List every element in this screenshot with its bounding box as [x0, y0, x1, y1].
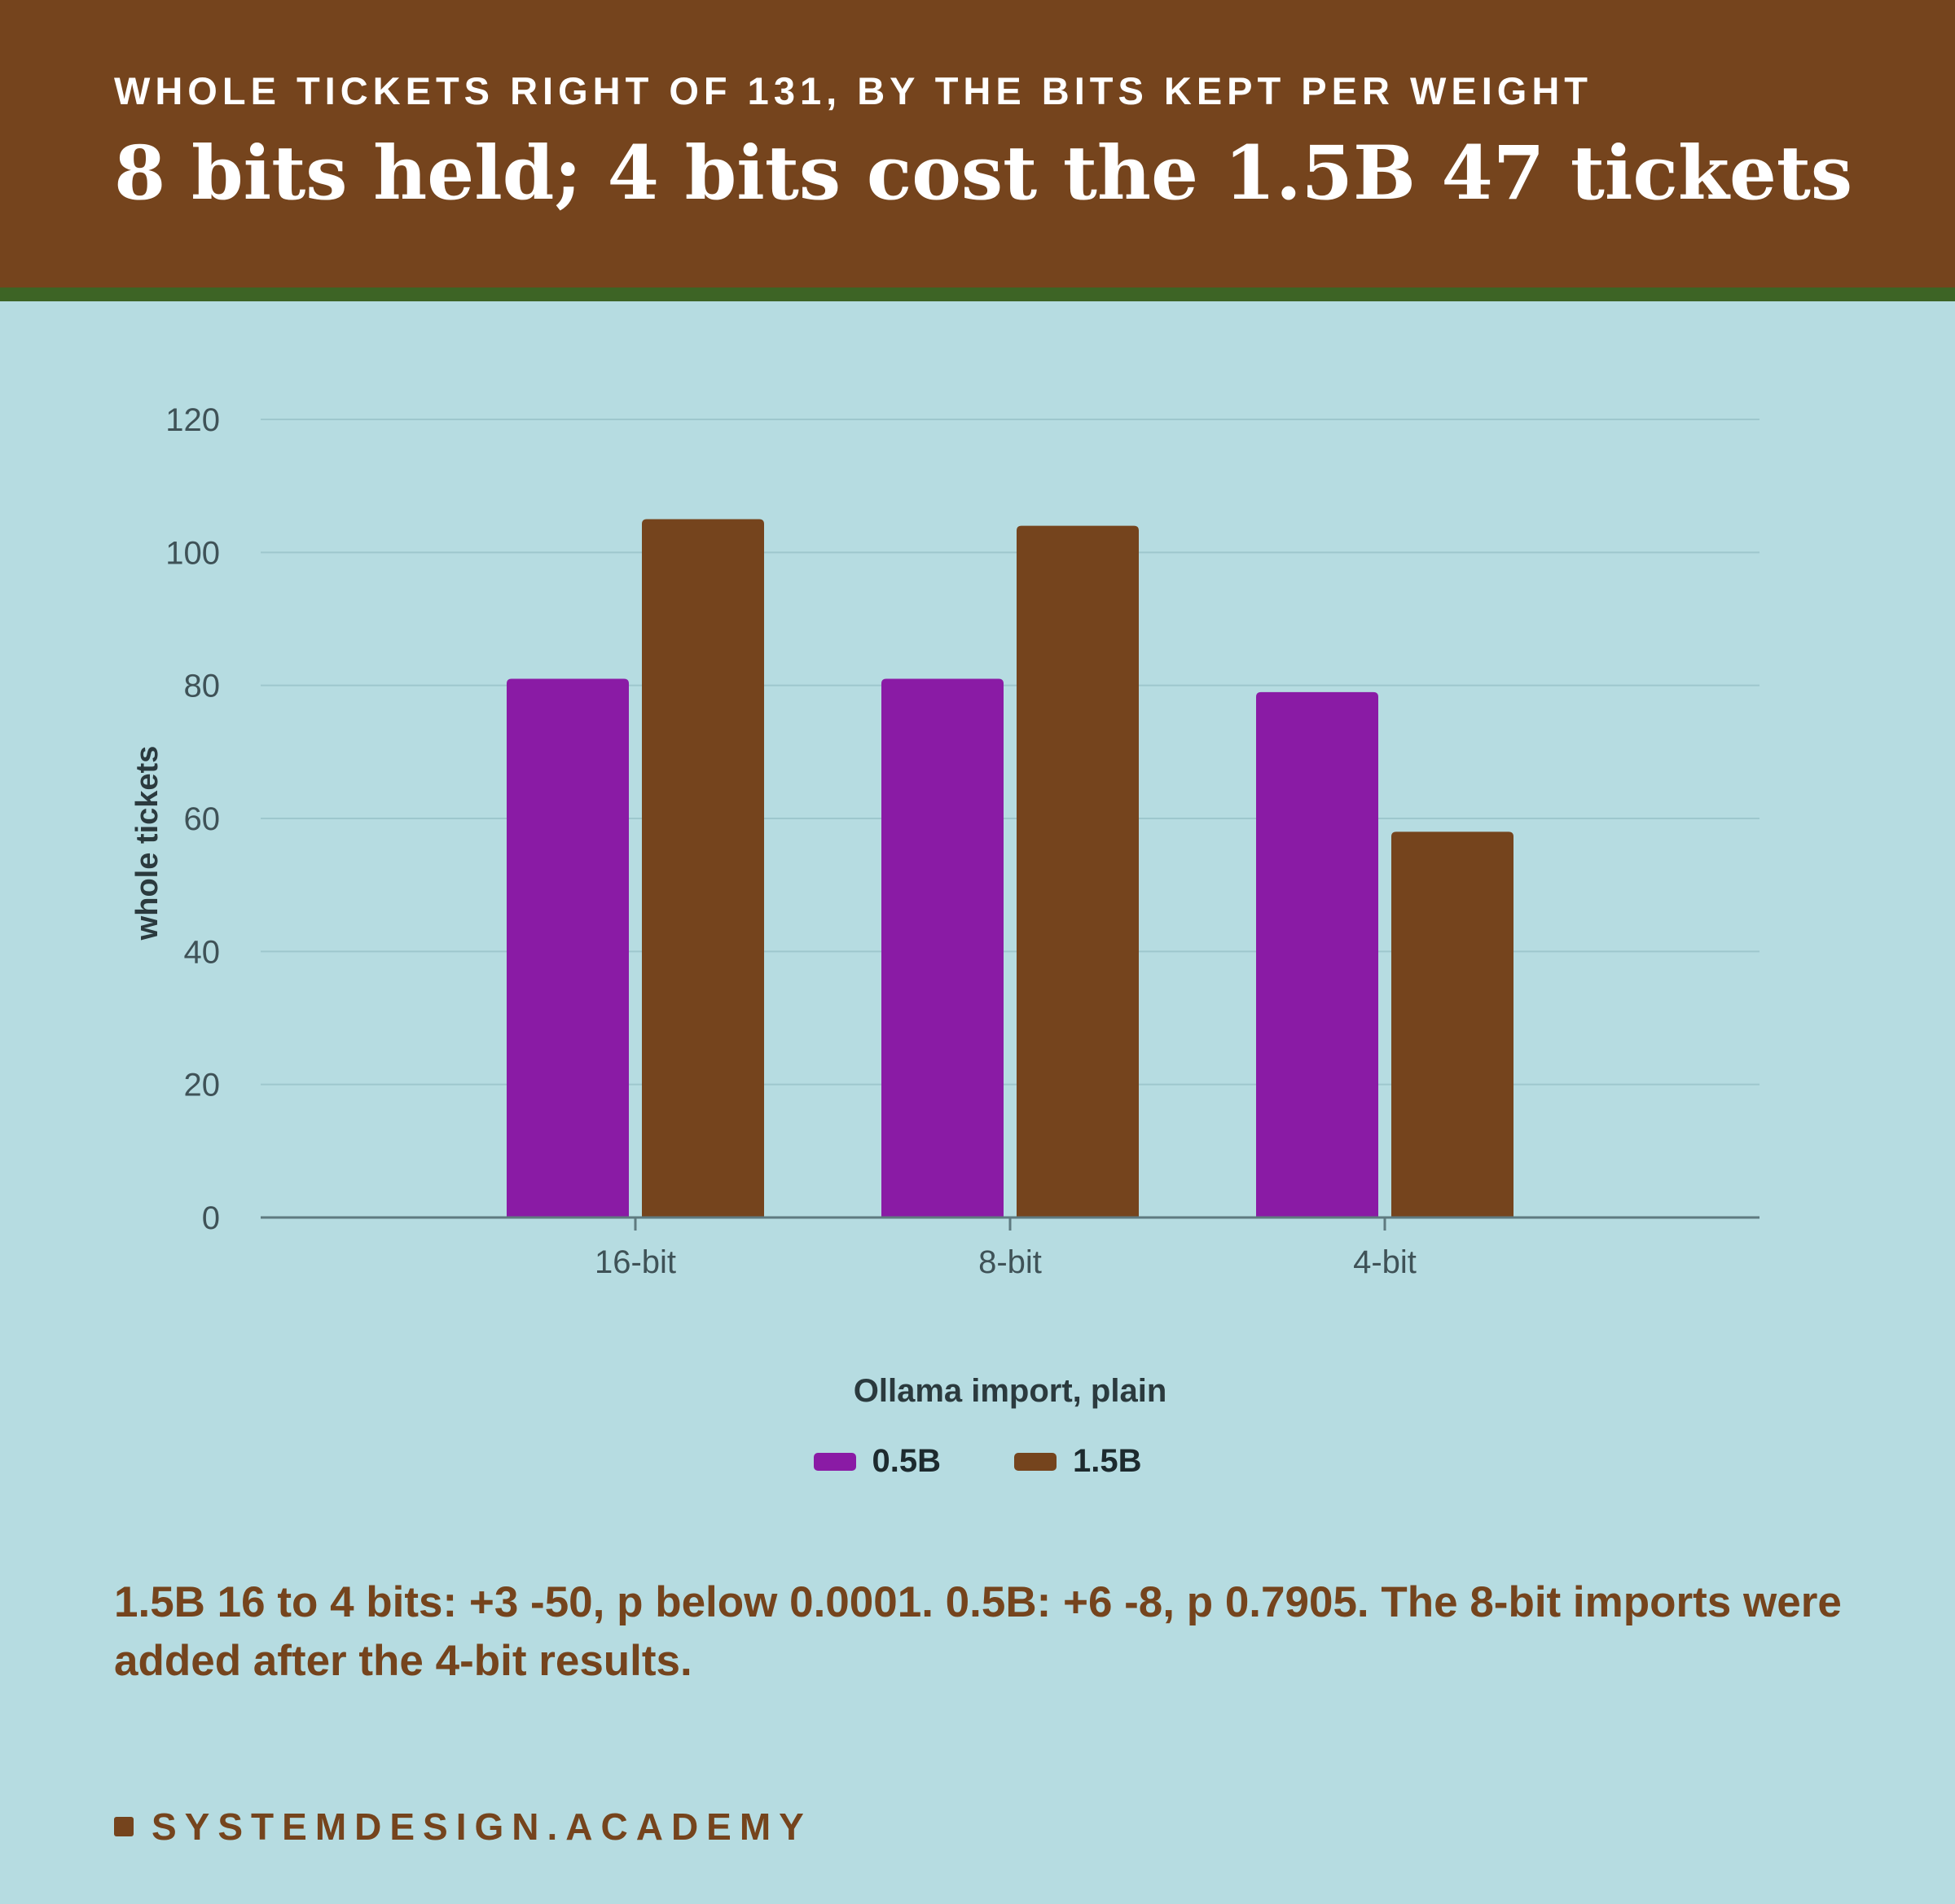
y-tick-label: 40 [184, 934, 221, 970]
y-tick-label: 100 [165, 535, 220, 571]
y-tick-label: 20 [184, 1068, 221, 1103]
brand-name: SYSTEMDESIGN.ACADEMY [152, 1805, 812, 1848]
legend-label-0-5b: 0.5B [872, 1443, 942, 1479]
x-tick-labels: 16-bit 8-bit 4-bit [595, 1244, 1417, 1280]
header-band [0, 0, 1955, 287]
bar-0-5b-4-bit [1256, 691, 1378, 1217]
bar-chart: 0 20 40 60 80 100 120 16-bit 8-bit 4-bit whole t… [130, 402, 1760, 1409]
legend-swatch-0-5b [813, 1452, 856, 1471]
y-tick-label: 0 [202, 1200, 220, 1236]
gridlines [261, 419, 1760, 1086]
bar-1-5b-4-bit [1391, 831, 1513, 1217]
bar-0-5b-16-bit [507, 678, 629, 1217]
bar-1-5b-8-bit [1017, 525, 1139, 1217]
x-axis-label: Ollama import, plain [854, 1373, 1167, 1409]
brand-footer: SYSTEMDESIGN.ACADEMY [114, 1805, 812, 1849]
header-rule [0, 287, 1955, 301]
chart-legend: 0.5B 1.5B [0, 1443, 1955, 1480]
x-tick-marks [634, 1217, 1386, 1231]
x-tick-label: 4-bit [1353, 1244, 1417, 1280]
chart-kicker: WHOLE TICKETS RIGHT OF 131, BY THE BITS … [114, 69, 1593, 112]
y-tick-labels: 0 20 40 60 80 100 120 [165, 402, 220, 1236]
bars [507, 519, 1513, 1217]
x-tick-label: 16-bit [595, 1244, 676, 1280]
chart-footnote: 1.5B 16 to 4 bits: +3 -50, p below 0.000… [114, 1578, 1842, 1685]
legend-item-0-5b: 0.5B [813, 1443, 942, 1480]
legend-item-1-5b: 1.5B [1014, 1443, 1142, 1480]
chart-headline: 8 bits held; 4 bits cost the 1.5B 47 tic… [114, 130, 1853, 217]
bar-0-5b-8-bit [881, 678, 1004, 1217]
brand-square-icon [114, 1817, 134, 1836]
y-tick-label: 80 [184, 669, 221, 704]
y-axis-label: whole tickets [130, 746, 165, 941]
y-tick-label: 120 [165, 402, 220, 438]
legend-swatch-1-5b [1014, 1452, 1057, 1471]
legend-label-1-5b: 1.5B [1073, 1443, 1142, 1479]
x-tick-label: 8-bit [978, 1244, 1042, 1280]
bar-1-5b-16-bit [642, 519, 764, 1217]
y-tick-label: 60 [184, 801, 221, 837]
